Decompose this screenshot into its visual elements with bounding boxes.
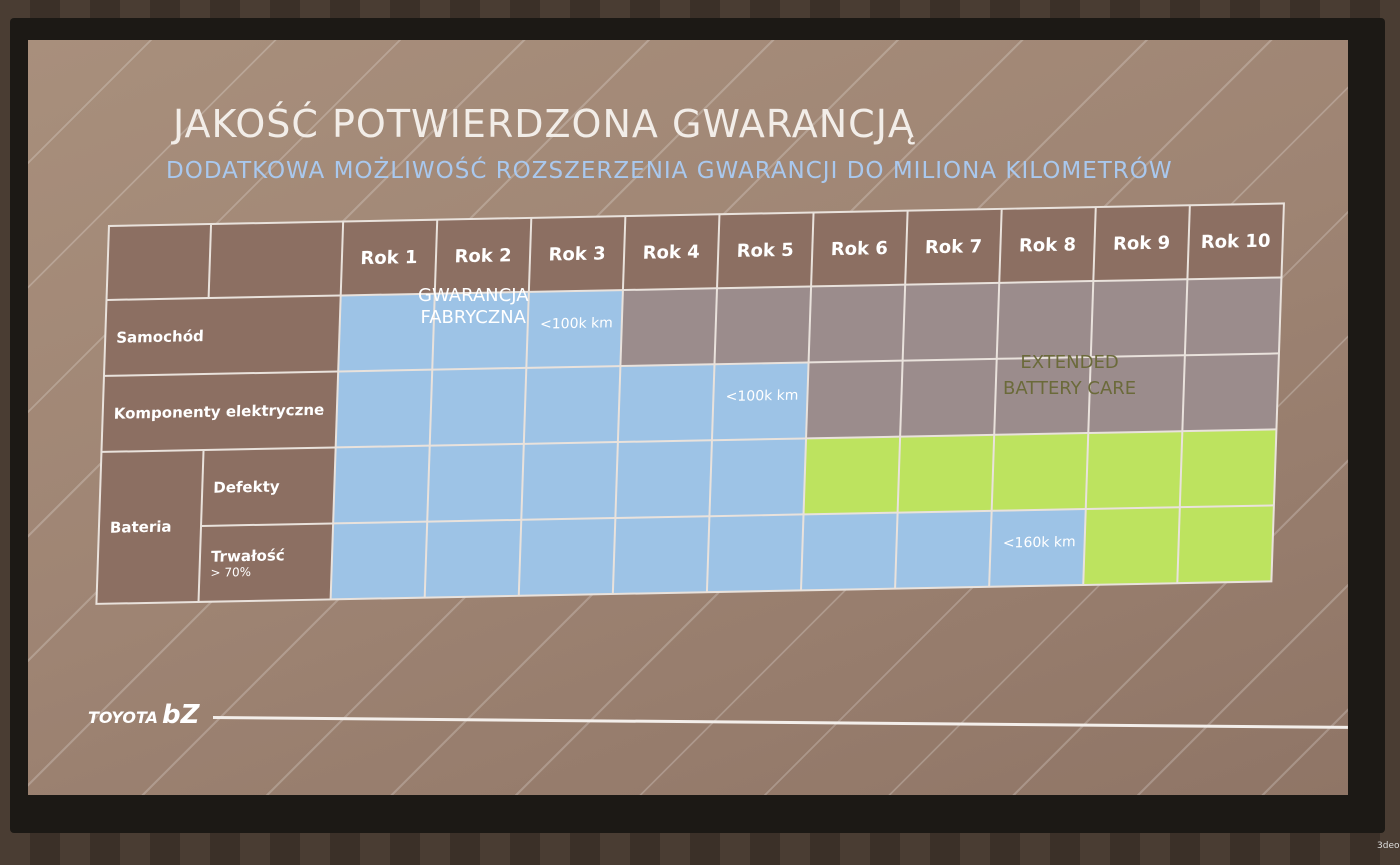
- coverage-cell-blue: [613, 517, 709, 593]
- coverage-cell-blue: [334, 446, 429, 523]
- slide: JAKOŚĆ POTWIERDZONA GWARANCJĄ DODATKOWA …: [28, 40, 1348, 795]
- coverage-cell-blue: [430, 368, 526, 445]
- coverage-cell-green: [898, 435, 994, 512]
- coverage-cell-green: [804, 437, 900, 514]
- coverage-cell-blue: [802, 513, 897, 590]
- coverage-cell-blue: <100k km: [527, 291, 622, 367]
- coverage-cell-blue: [331, 522, 427, 599]
- coverage-cell-grey: [807, 361, 902, 438]
- row-label: Komponenty elektryczne: [102, 372, 338, 451]
- coverage-cell-blue: [339, 294, 434, 371]
- coverage-cell-blue: [425, 520, 521, 597]
- toyota-bz-logo: TOYOTA bZ: [88, 700, 200, 730]
- coverage-cell-grey: [1183, 354, 1278, 431]
- coverage-cell-blue: [336, 370, 432, 447]
- row-label: Trwałość > 70%: [199, 524, 333, 601]
- coverage-cell-green: [1180, 430, 1276, 507]
- coverage-cell-blue: [616, 441, 711, 518]
- coverage-cell-grey: [1185, 278, 1281, 355]
- coverage-cell-grey: [1091, 280, 1187, 357]
- logo-mark: bZ: [162, 700, 200, 730]
- year-header: Rok 4: [623, 215, 719, 290]
- row-label-text: Defekty: [212, 477, 280, 497]
- coverage-cell-green: [1086, 432, 1182, 508]
- coverage-cell-green: [992, 434, 1088, 510]
- coverage-cell-grey: [621, 289, 716, 366]
- coverage-cell-blue: [896, 511, 991, 588]
- row-label: Defekty: [202, 448, 335, 525]
- coverage-cell-blue: [428, 444, 523, 521]
- coverage-cell-blue: [707, 515, 803, 592]
- row-group-label: Bateria: [97, 450, 203, 603]
- year-header: Rok 9: [1094, 206, 1189, 281]
- year-header: Rok 2: [435, 218, 531, 293]
- header-empty-cell: [209, 222, 343, 297]
- logo-text: TOYOTA: [88, 708, 159, 727]
- coverage-cell-blue: [618, 365, 714, 442]
- coverage-cell-blue: <160k km: [990, 510, 1085, 586]
- slide-subtitle: DODATKOWA MOŻLIWOŚĆ ROZSZERZENIA GWARANC…: [166, 158, 1173, 184]
- coverage-cell-grey: [1089, 356, 1184, 432]
- year-header: Rok 5: [718, 213, 813, 288]
- year-header: Rok 6: [812, 211, 907, 286]
- coverage-cell-blue: [519, 519, 615, 595]
- coverage-cell-blue: [433, 292, 528, 369]
- year-header: Rok 1: [341, 220, 437, 295]
- year-header: Rok 3: [529, 217, 625, 291]
- coverage-cell-grey: [995, 358, 1090, 434]
- header-empty-cell: [107, 225, 211, 299]
- coverage-cell-grey: [997, 282, 1093, 358]
- row-sublabel: > 70%: [210, 564, 252, 580]
- year-header: Rok 7: [906, 209, 1001, 284]
- coverage-cell-blue: [524, 367, 620, 443]
- row-label-text: Trwałość: [210, 546, 286, 566]
- coverage-cell-grey: [901, 359, 996, 436]
- coverage-cell-blue: [710, 439, 806, 516]
- coverage-cell-grey: [809, 285, 905, 362]
- coverage-cell-grey: [903, 283, 999, 360]
- coverage-cell-blue: <100k km: [712, 363, 808, 440]
- slide-title: JAKOŚĆ POTWIERDZONA GWARANCJĄ: [173, 102, 915, 146]
- warranty-table: Rok 1 Rok 2 Rok 3 Rok 4 Rok 5 Rok 6 Rok 7 Rok 8…: [95, 202, 1285, 605]
- coverage-cell-blue: [522, 443, 617, 519]
- coverage-cell-green: [1178, 506, 1273, 583]
- screen-brand: 3deo: [1377, 841, 1400, 851]
- coverage-cell-green: [1084, 508, 1179, 584]
- coverage-cell-grey: [715, 287, 811, 364]
- year-header: Rok 8: [1000, 208, 1095, 282]
- year-header: Rok 10: [1188, 204, 1283, 279]
- row-label: Samochód: [105, 296, 340, 375]
